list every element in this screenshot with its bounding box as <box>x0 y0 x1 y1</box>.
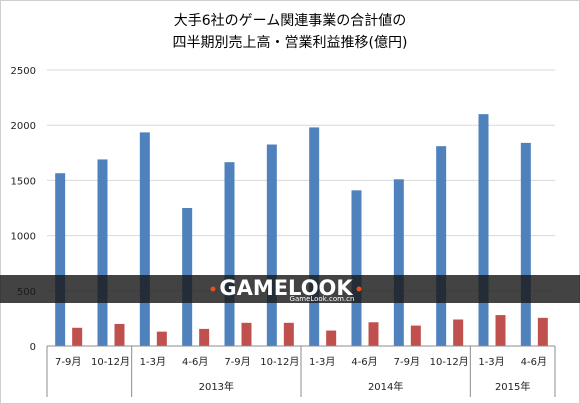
y-tick-label: 0 <box>30 342 36 353</box>
bar-series-2 <box>114 323 125 346</box>
x-category-label: 1-3月 <box>309 356 335 368</box>
bar-series-1 <box>266 144 277 346</box>
bar-series-2 <box>453 319 464 346</box>
watermark: GAMELOOK GameLook.com.cn <box>0 275 580 303</box>
bar-series-2 <box>326 330 337 346</box>
bar-series-1 <box>436 146 447 346</box>
y-tick-label: 1000 <box>11 232 36 243</box>
x-year-label: 2015年 <box>495 380 530 393</box>
chart-title-line-2: 四半期別売上高・営業利益推移(億円) <box>173 34 408 51</box>
bar-series-1 <box>224 162 235 346</box>
bar-series-1 <box>520 142 531 346</box>
x-category-label: 1-3月 <box>478 356 504 368</box>
y-tick-label: 1500 <box>11 176 36 187</box>
x-category-label: 4-6月 <box>521 356 547 368</box>
x-category-label: 10-12月 <box>91 356 130 368</box>
y-tick-label: 2500 <box>11 66 36 77</box>
watermark-url-text: GameLook.com.cn <box>290 295 355 303</box>
bar-series-1 <box>55 173 66 346</box>
watermark-dot-right <box>356 286 362 292</box>
bar-series-2 <box>156 331 167 346</box>
x-year-label: 2013年 <box>199 380 234 393</box>
x-category-label: 10-12月 <box>260 356 299 368</box>
bar-series-1 <box>478 114 489 346</box>
x-category-label: 4-6月 <box>182 356 208 368</box>
chart-title-line-1: 大手6社のゲーム関連事業の合計値の <box>174 13 407 29</box>
watermark-band <box>0 275 580 303</box>
y-tick-label: 2000 <box>11 121 36 132</box>
bar-series-2 <box>495 315 506 346</box>
watermark-dot-left <box>210 286 216 292</box>
x-category-label: 4-6月 <box>351 356 377 368</box>
bar-series-2 <box>410 325 421 346</box>
x-category-label: 10-12月 <box>430 356 469 368</box>
bar-series-1 <box>309 127 320 347</box>
bar-series-1 <box>139 132 150 346</box>
x-category-label: 1-3月 <box>140 356 166 368</box>
bar-series-2 <box>283 322 294 346</box>
bar-series-1 <box>393 179 404 346</box>
bar-series-2 <box>368 322 379 346</box>
bar-series-1 <box>97 159 108 346</box>
bar-series-2 <box>72 327 83 346</box>
bar-series-2 <box>537 317 548 346</box>
bar-series-2 <box>241 322 252 346</box>
x-year-label: 2014年 <box>368 380 403 393</box>
bar-series-2 <box>199 328 210 346</box>
x-category-label: 7-9月 <box>394 356 420 368</box>
x-category-label: 7-9月 <box>55 356 81 368</box>
x-category-label: 7-9月 <box>224 356 250 368</box>
bar-series-1 <box>351 190 362 346</box>
watermark-logo-text: GAMELOOK <box>219 276 353 300</box>
